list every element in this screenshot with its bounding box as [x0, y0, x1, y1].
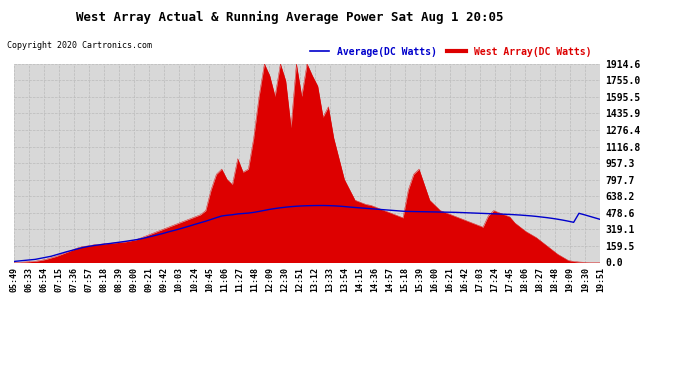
Legend: Average(DC Watts), West Array(DC Watts): Average(DC Watts), West Array(DC Watts) — [306, 43, 595, 60]
Text: West Array Actual & Running Average Power Sat Aug 1 20:05: West Array Actual & Running Average Powe… — [76, 11, 504, 24]
Text: Copyright 2020 Cartronics.com: Copyright 2020 Cartronics.com — [7, 41, 152, 50]
